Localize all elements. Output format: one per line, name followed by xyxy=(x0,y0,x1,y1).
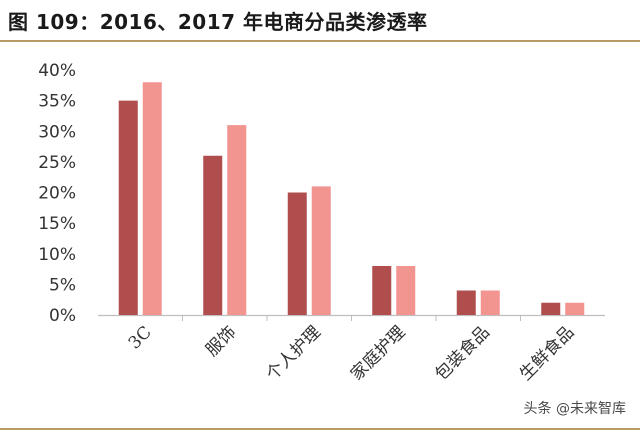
top-rule xyxy=(0,40,640,42)
y-tick-label: 30% xyxy=(38,122,76,142)
bar-series2 xyxy=(396,266,416,315)
x-tick-label: 个人护理 xyxy=(263,322,325,384)
y-tick-label: 40% xyxy=(38,61,76,81)
y-tick-label: 20% xyxy=(38,184,76,204)
bar-series2 xyxy=(565,302,585,315)
bar-series1 xyxy=(372,266,392,315)
y-tick-label: 5% xyxy=(49,275,76,295)
watermark: 头条 @未来智库 xyxy=(523,401,626,417)
bar-series1 xyxy=(118,100,138,315)
bar-series1 xyxy=(287,192,307,315)
y-tick-label: 0% xyxy=(49,306,76,326)
y-tick-label: 35% xyxy=(38,92,76,112)
chart-title: 图 109：2016、2017 年电商分品类渗透率 xyxy=(8,10,428,34)
bar-series1 xyxy=(456,290,476,315)
x-tick-label: 包装食品 xyxy=(432,322,494,384)
bar-series2 xyxy=(311,186,331,315)
bar-series2 xyxy=(227,125,247,315)
x-tick-label: 家庭护理 xyxy=(347,322,409,384)
bar-series1 xyxy=(541,302,561,315)
x-tick-label: 3C xyxy=(125,322,156,353)
x-tick-label: 生鲜食品 xyxy=(516,322,578,384)
x-tick-label: 服饰 xyxy=(202,322,240,360)
y-tick-label: 15% xyxy=(38,214,76,234)
bar-series1 xyxy=(203,155,223,315)
y-tick-label: 10% xyxy=(38,245,76,265)
y-tick-label: 25% xyxy=(38,153,76,173)
bar-series2 xyxy=(480,290,500,315)
bottom-rule xyxy=(0,428,640,430)
bar-series2 xyxy=(142,82,162,315)
